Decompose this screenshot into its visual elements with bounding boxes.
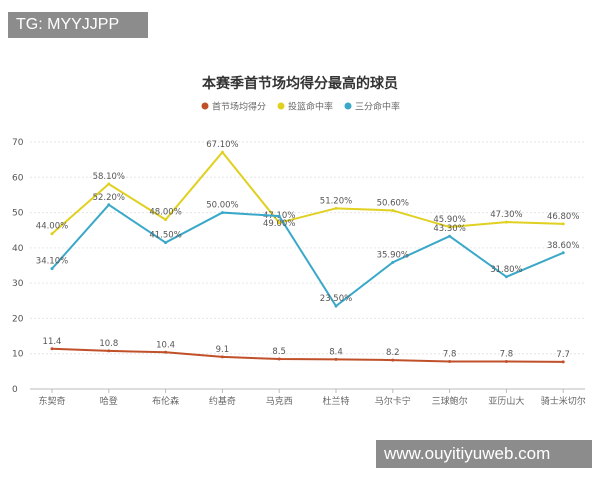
- legend-label: 首节场均得分: [212, 101, 266, 113]
- data-label: 11.4: [43, 337, 62, 347]
- y-tick-label: 40: [12, 244, 24, 254]
- x-tick-label: 布伦森: [152, 395, 179, 407]
- data-point: [277, 357, 281, 361]
- data-label: 10.8: [99, 339, 118, 349]
- data-label: 10.4: [156, 340, 175, 350]
- data-label: 9.1: [216, 345, 230, 355]
- data-label: 43.30%: [433, 224, 465, 234]
- data-point: [504, 275, 508, 279]
- data-point: [107, 349, 111, 353]
- data-label: 48.00%: [149, 208, 181, 218]
- data-point: [391, 260, 395, 264]
- data-point: [448, 359, 452, 363]
- data-label: 52.20%: [93, 193, 125, 203]
- data-point: [220, 355, 224, 359]
- data-label: 8.2: [386, 348, 400, 358]
- data-point: [334, 304, 338, 308]
- data-label: 41.50%: [149, 231, 181, 241]
- x-tick-label: 三球鲍尔: [432, 395, 468, 407]
- data-point: [448, 234, 452, 238]
- data-label: 34.10%: [36, 257, 68, 267]
- data-label: 7.8: [500, 349, 514, 359]
- data-label: 44.00%: [36, 222, 68, 232]
- data-label: 8.5: [272, 347, 286, 357]
- data-point: [561, 251, 565, 255]
- legend-label: 投篮命中率: [288, 101, 333, 113]
- data-label: 67.10%: [206, 140, 238, 150]
- y-tick-label: 10: [12, 350, 24, 360]
- data-point: [504, 359, 508, 363]
- data-point: [50, 267, 54, 271]
- data-point: [391, 208, 395, 212]
- data-point: [164, 218, 168, 222]
- x-tick-label: 杜兰特: [322, 395, 349, 407]
- data-point: [334, 206, 338, 210]
- data-label: 23.50%: [320, 294, 352, 304]
- data-label: 50.60%: [377, 198, 409, 208]
- series-line: [51, 347, 564, 363]
- y-tick-label: 20: [12, 314, 24, 324]
- watermark-bottom: www.ouyitiyuweb.com: [376, 440, 592, 468]
- data-point: [107, 182, 111, 186]
- data-point: [561, 222, 565, 226]
- legend-marker: [201, 102, 209, 110]
- x-tick-label: 骑士米切尔: [541, 395, 586, 407]
- data-label: 58.10%: [93, 172, 125, 182]
- data-label: 8.4: [329, 347, 343, 357]
- y-tick-label: 70: [12, 138, 24, 148]
- data-label: 35.90%: [377, 250, 409, 260]
- data-label: 7.7: [556, 350, 570, 360]
- data-point: [220, 150, 224, 154]
- data-label: 46.80%: [547, 212, 579, 222]
- data-label: 49.00%: [263, 219, 295, 229]
- data-label: 47.30%: [490, 210, 522, 220]
- x-tick-label: 亚历山大: [488, 395, 524, 407]
- x-tick-label: 哈登: [100, 395, 118, 407]
- legend-marker: [344, 102, 352, 110]
- y-tick-label: 60: [12, 173, 24, 183]
- data-point: [334, 357, 338, 361]
- y-tick-label: 50: [12, 209, 24, 219]
- data-point: [164, 241, 168, 245]
- data-label: 51.20%: [320, 196, 352, 206]
- data-label: 31.80%: [490, 265, 522, 275]
- data-point: [220, 211, 224, 215]
- data-point: [277, 214, 281, 218]
- data-point: [448, 225, 452, 229]
- data-point: [504, 220, 508, 224]
- data-label: 7.8: [443, 349, 457, 359]
- data-label: 45.90%: [433, 215, 465, 225]
- series-line: [51, 150, 564, 235]
- data-point: [107, 203, 111, 207]
- legend-label: 三分命中率: [355, 101, 400, 113]
- watermark-top: TG: MYYJJPP: [8, 12, 148, 38]
- data-label: 50.00%: [206, 201, 238, 211]
- legend-marker: [277, 102, 285, 110]
- x-tick-label: 约基奇: [209, 395, 236, 407]
- series-line: [51, 203, 564, 308]
- data-label: 38.60%: [547, 241, 579, 251]
- data-point: [561, 360, 565, 364]
- x-tick-label: 东契奇: [38, 395, 65, 407]
- data-point: [391, 358, 395, 362]
- data-point: [50, 232, 54, 236]
- x-tick-label: 马克西: [266, 396, 293, 407]
- y-tick-label: 30: [12, 279, 24, 289]
- data-point: [164, 350, 168, 354]
- chart-title: 本赛季首节场均得分最高的球员: [202, 75, 398, 92]
- x-tick-label: 马尔卡宁: [375, 395, 411, 407]
- data-point: [50, 347, 54, 351]
- data-point: [277, 221, 281, 225]
- y-tick-label: 0: [12, 385, 18, 395]
